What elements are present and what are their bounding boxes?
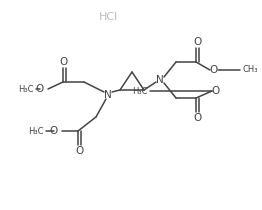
Text: O: O [210,65,218,75]
Text: O: O [193,37,201,47]
Text: O: O [212,86,220,96]
Text: O: O [36,84,44,94]
Text: O: O [193,113,201,123]
Text: O: O [60,57,68,67]
Text: O: O [50,126,58,136]
Text: H₃C: H₃C [28,126,43,135]
Text: H₃C: H₃C [18,84,34,93]
Text: N: N [104,90,112,100]
Text: N: N [156,75,164,85]
Text: O: O [75,146,83,156]
Text: H₃C: H₃C [133,87,148,96]
Text: CH₃: CH₃ [242,66,258,75]
Text: HCl: HCl [98,12,118,22]
